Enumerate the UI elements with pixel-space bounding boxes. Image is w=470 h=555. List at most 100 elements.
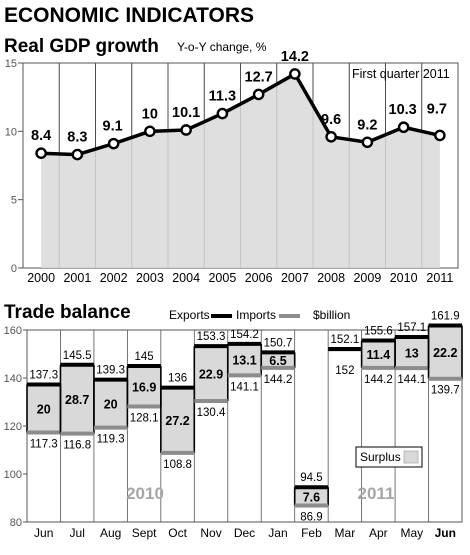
trade-surplus-boxes	[26, 323, 463, 508]
gdp-point	[289, 68, 301, 80]
export-value-label: 145	[135, 351, 154, 363]
surplus-box	[160, 387, 195, 453]
gdp-x-tick-label: 2010	[390, 271, 418, 285]
trade-y-tick-label: 120	[4, 421, 22, 433]
surplus-value-label: 22.9	[199, 368, 223, 382]
export-value-label: 137.3	[29, 369, 58, 381]
gdp-value-label: 8.3	[67, 130, 87, 146]
surplus-value-label: 28.7	[65, 393, 89, 407]
trade-y-ticks: 80 100 120 140 160	[4, 325, 27, 529]
export-value-label: 157.1	[397, 322, 426, 334]
surplus-box	[428, 325, 462, 379]
surplus-value-label: 13.1	[232, 354, 256, 368]
gdp-x-tick-label: 2003	[136, 271, 164, 285]
gdp-y-tick-label: 15	[5, 58, 17, 70]
gdp-chart: Real GDP growth Y-o-Y change, % 0 5 10 15 2…	[4, 36, 459, 285]
export-value-label: 155.6	[364, 326, 393, 338]
gdp-point	[180, 124, 192, 136]
trade-chart-title: Trade balance	[4, 302, 131, 323]
gdp-chart-title: Real GDP growth	[4, 36, 159, 57]
gdp-point	[434, 129, 446, 142]
gdp-annotation: First quarter 2011	[352, 67, 450, 81]
trade-x-tick-label: Mar	[335, 526, 356, 540]
surplus-legend-label: Surplus	[360, 450, 401, 464]
surplus-value-label: 11.4	[367, 348, 391, 362]
trade-chart: Trade balance Exports Imports $billion 2…	[4, 302, 463, 540]
gdp-value-label: 9.2	[357, 117, 377, 133]
trade-value-labels: 137.3 117.3 20 145.5 116.8 28.7 139.3 119.3 20 14…	[29, 310, 459, 523]
trade-x-tick-label: Nov	[200, 526, 221, 540]
gdp-point	[361, 136, 374, 149]
gdp-x-tick-label: 2008	[317, 271, 345, 285]
trade-y-tick-label: 160	[4, 325, 22, 337]
gdp-x-tick-label: 2005	[208, 271, 236, 285]
gdp-x-tick-label: 2007	[281, 271, 309, 285]
surplus-box	[294, 487, 329, 506]
gdp-y-ticks: 0 5 10 15	[5, 58, 23, 275]
import-value-label: 86.9	[300, 511, 322, 523]
gdp-x-tick-label: 2001	[63, 271, 91, 285]
surplus-value-label: 7.6	[303, 490, 320, 504]
gdp-point	[71, 148, 84, 161]
trade-x-tick-label: Jan	[268, 526, 287, 540]
export-value-label: 139.3	[96, 365, 125, 377]
gdp-value-label: 9.1	[103, 119, 123, 135]
surplus-value-label: 20	[104, 398, 118, 412]
gdp-value-label: 8.4	[31, 128, 51, 144]
gdp-point	[35, 147, 47, 159]
trade-y-tick-label: 140	[4, 373, 22, 385]
gdp-point	[144, 125, 156, 138]
trade-x-tick-label: Aug	[100, 526, 121, 540]
gdp-point	[107, 137, 120, 150]
gdp-x-tick-label: 2002	[100, 271, 128, 285]
gdp-value-label: 10.1	[172, 105, 200, 121]
gdp-area-fill	[41, 73, 440, 268]
gdp-point	[397, 121, 410, 134]
surplus-value-label: 27.2	[165, 414, 189, 428]
gdp-x-tick-label: 2000	[27, 271, 55, 285]
export-value-label: 161.9	[431, 310, 460, 322]
import-value-label: 116.8	[63, 440, 91, 452]
surplus-box	[194, 346, 228, 402]
surplus-box	[93, 379, 128, 428]
import-value-label: 152	[335, 365, 354, 377]
trade-x-tick-label: Oct	[168, 526, 187, 540]
import-value-label: 144.1	[397, 374, 426, 386]
surplus-value-label: 22.2	[433, 346, 457, 360]
gdp-value-labels: 8.4 8.3 9.1 10 10.1 11.3 12.7 14.2 9.6 9.2 10.3 9.7	[31, 49, 447, 146]
import-value-label: 141.1	[230, 381, 259, 393]
gdp-value-label: 10.3	[389, 102, 417, 118]
import-value-label: 108.8	[163, 459, 192, 471]
gdp-y-tick-label: 0	[11, 263, 17, 275]
gdp-point	[216, 107, 229, 120]
surplus-box	[127, 366, 161, 407]
surplus-legend-swatch	[403, 450, 419, 464]
surplus-box	[60, 364, 94, 434]
gdp-value-label: 12.7	[245, 69, 273, 85]
trade-x-tick-label: Dec	[234, 526, 255, 540]
gdp-value-label: 9.7	[427, 101, 447, 117]
gdp-y-tick-label: 5	[11, 195, 17, 207]
gdp-x-ticks: 2000 2001 2002 2003 2004 2005 2006 2007 2008 2009…	[27, 271, 453, 285]
trade-x-tick-label: Jun	[34, 526, 53, 540]
gdp-value-label: 11.3	[209, 89, 236, 105]
gdp-line	[41, 72, 441, 157]
trade-y-tick-label: 80	[10, 517, 22, 529]
import-value-label: 144.2	[364, 374, 393, 386]
surplus-box	[227, 343, 262, 376]
gdp-value-label: 14.2	[281, 49, 309, 65]
gdp-points	[35, 68, 446, 161]
export-value-label: 153.3	[197, 331, 226, 343]
gdp-point	[325, 130, 337, 143]
trade-y-tick-label: 100	[4, 469, 22, 481]
surplus-box	[361, 340, 396, 368]
gdp-point	[252, 88, 265, 101]
trade-x-tick-label: May	[400, 526, 423, 540]
import-value-label: 117.3	[30, 438, 58, 450]
gdp-x-tick-label: 2006	[245, 271, 273, 285]
surplus-box	[395, 336, 429, 369]
trade-x-tick-label: Jul	[70, 526, 85, 540]
legend-imports-label: Imports	[236, 308, 276, 322]
gdp-x-tick-label: 2004	[172, 271, 200, 285]
